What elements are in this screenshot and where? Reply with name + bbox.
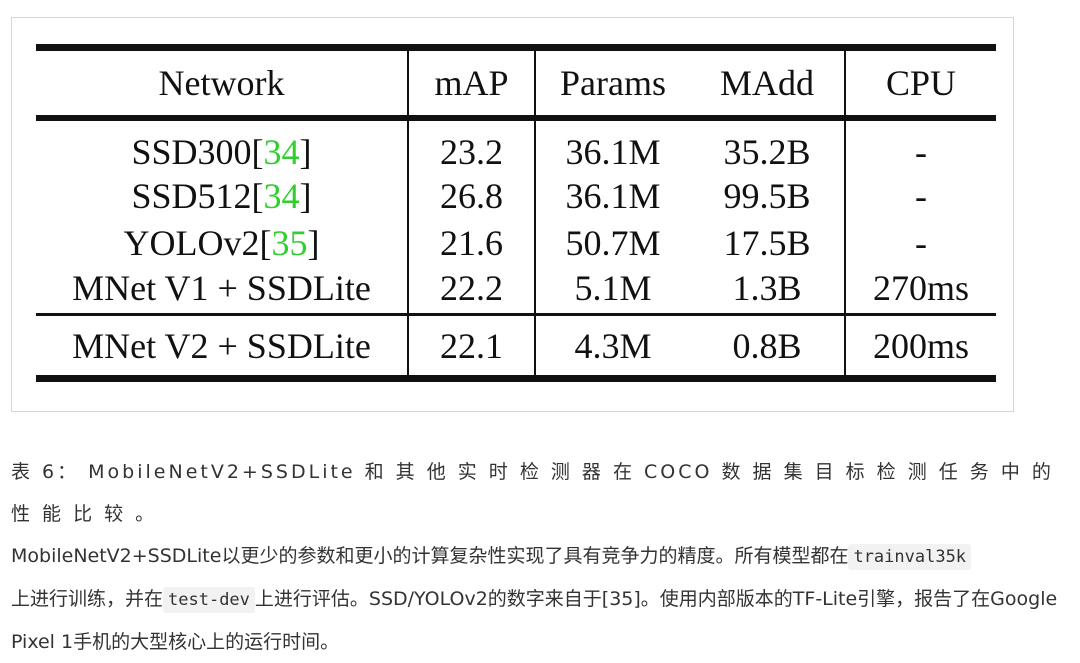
reference-link[interactable]: 34 — [263, 176, 300, 216]
table-row: SSD512[34] 26.8 36.1M 99.5B - — [36, 172, 996, 220]
cell-madd: 1.3B — [690, 266, 846, 316]
cell-madd: 17.5B — [690, 219, 846, 267]
header-map: mAP — [408, 44, 536, 121]
cell-network: SSD512[34] — [36, 172, 409, 220]
cell-params: 36.1M — [565, 176, 661, 216]
cell-cpu: 270ms — [845, 266, 996, 316]
caption-text: MobileNetV2+SSDLite以更少的参数和更小的计算复杂性实现了具有竞… — [11, 545, 849, 567]
cell-network: YOLOv2[35] — [36, 219, 409, 267]
inline-code: test-dev — [163, 587, 255, 613]
cell-cpu: 200ms — [845, 314, 996, 382]
network-name: SSD512 — [131, 176, 252, 216]
cell-network: SSD300[34] — [36, 117, 409, 173]
header-params: Params — [535, 44, 690, 121]
caption-text: 上进行训练，并在 — [11, 588, 164, 610]
cell-madd: 35.2B — [690, 117, 846, 173]
cell-cpu: - — [915, 131, 927, 172]
table-row: SSD300[34] 23.2 36.1M 35.2B - — [36, 117, 996, 173]
cell-cpu: - — [915, 223, 927, 263]
cell-params: 36.1M — [565, 131, 661, 172]
header-network: Network — [36, 44, 409, 121]
cell-network: MNet V2 + SSDLite — [36, 314, 409, 382]
cell-cpu: - — [915, 176, 927, 216]
cell-madd: 99.5B — [690, 172, 846, 220]
reference-link[interactable]: 34 — [263, 131, 300, 172]
network-name: SSD300 — [131, 131, 252, 172]
table-header-row: Network mAP Params MAdd CPU — [36, 44, 996, 121]
cell-madd: 0.8B — [690, 314, 846, 382]
table-caption: 表 6： MobileNetV2+SSDLite 和 其 他 实 时 检 测 器… — [11, 451, 1067, 663]
cell-map: 26.8 — [408, 172, 536, 220]
table-row: YOLOv2[35] 21.6 50.7M 17.5B - — [36, 219, 996, 267]
caption-lead: 表 6： MobileNetV2+SSDLite 和 其 他 实 时 检 测 器… — [11, 461, 1054, 525]
network-name: YOLOv2 — [123, 223, 260, 263]
cell-map: 23.2 — [408, 117, 536, 173]
cell-params: 50.7M — [565, 223, 661, 263]
table-figure: Network mAP Params MAdd CPU SSD300[34] 2… — [11, 17, 1014, 412]
header-madd: MAdd — [690, 44, 846, 121]
cell-map: 21.6 — [408, 219, 536, 267]
cell-params: 5.1M — [535, 266, 690, 316]
header-cpu: CPU — [845, 44, 996, 121]
table-row: MNet V1 + SSDLite 22.2 5.1M 1.3B 270ms — [36, 266, 996, 316]
reference-link[interactable]: 35 — [271, 223, 308, 263]
cell-map: 22.1 — [408, 314, 536, 382]
table-row-highlight: MNet V2 + SSDLite 22.1 4.3M 0.8B 200ms — [36, 314, 996, 382]
cell-params: 4.3M — [535, 314, 690, 382]
inline-code: trainval35k — [848, 544, 972, 570]
cell-network: MNet V1 + SSDLite — [36, 266, 409, 316]
cell-map: 22.2 — [408, 266, 536, 316]
caption-body: MobileNetV2+SSDLite以更少的参数和更小的计算复杂性实现了具有竞… — [11, 535, 1067, 663]
comparison-table: Network mAP Params MAdd CPU SSD300[34] 2… — [36, 44, 996, 382]
